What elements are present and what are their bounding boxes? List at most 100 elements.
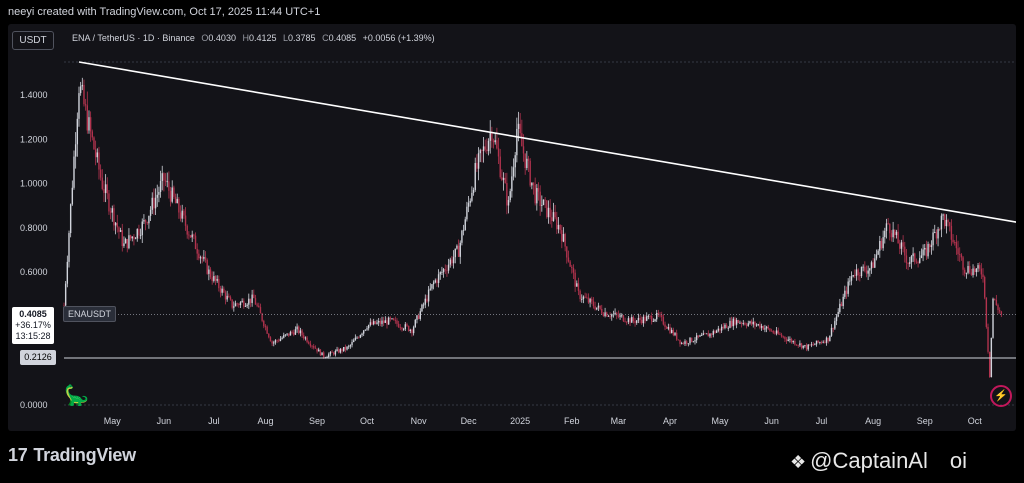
candle-body (133, 236, 135, 239)
y-tick-label: 0.6000 (20, 267, 48, 277)
candle-body (714, 331, 716, 333)
candle-body (606, 312, 608, 317)
candle-body (99, 169, 102, 178)
candle-body (158, 191, 160, 195)
high-label: H (242, 33, 249, 43)
candle-body (579, 290, 581, 300)
y-tick-label: 1.2000 (20, 134, 48, 144)
candle-body (910, 256, 913, 263)
open-value: 0.4030 (208, 33, 236, 43)
candle-body (176, 198, 178, 204)
candle-body (536, 188, 538, 204)
candle-body (784, 336, 786, 340)
binance-diamond-icon: ❖ (790, 452, 807, 472)
candle-body (539, 191, 541, 206)
candle-body (351, 342, 353, 346)
candle-body (367, 324, 370, 329)
candle-body (259, 307, 262, 314)
candle-body (860, 266, 863, 277)
candle-body (164, 180, 167, 182)
candle-body (983, 277, 986, 298)
candle-body (481, 150, 483, 152)
candle-body (499, 156, 501, 178)
candle-body (574, 272, 576, 287)
candle-body (193, 234, 195, 236)
candle-body (391, 318, 393, 320)
candle-body (228, 295, 230, 298)
candle-body (224, 292, 227, 300)
candle-body (69, 204, 72, 234)
candle-body (321, 352, 323, 356)
candle-body (306, 337, 308, 343)
candle-body (148, 215, 150, 224)
candle-body (955, 242, 958, 249)
candle-body (957, 248, 959, 255)
candle-body (88, 117, 90, 131)
candle-body (914, 253, 916, 262)
candle-body (902, 242, 904, 247)
x-tick-label: Nov (411, 416, 428, 426)
candle-body (284, 334, 287, 336)
candle-body (204, 257, 207, 260)
author-watermark: ❖ @CaptainAl oi (790, 443, 967, 475)
candle-body (394, 320, 397, 321)
candle-body (869, 268, 871, 271)
candle-body (807, 344, 809, 350)
candle-body (68, 233, 70, 262)
candle-body (546, 200, 548, 218)
candle-body (800, 343, 803, 348)
candle-body (74, 144, 77, 157)
candle-body (239, 302, 242, 306)
candle-body (421, 304, 423, 312)
symbol-name[interactable]: ENA / TetherUS · 1D · Binance (72, 33, 195, 43)
candle-body (922, 249, 924, 256)
candle-body (519, 123, 521, 134)
candle-body (812, 344, 814, 346)
candle-body (248, 298, 250, 305)
candle-body (799, 343, 801, 346)
candle-body (511, 176, 513, 192)
candle-body (867, 270, 869, 274)
candle-body (844, 290, 846, 297)
candle-body (597, 305, 600, 308)
candle-body (424, 298, 426, 305)
bar-countdown: 13:15:28 (15, 331, 51, 341)
candle-body (504, 177, 506, 184)
candle-body (294, 329, 297, 335)
candle-body (407, 325, 410, 331)
candle-body (774, 332, 776, 334)
candle-body (969, 266, 971, 273)
chart-panel[interactable]: 1.4000 1.2000 1.0000 0.8000 0.6000 0.0000 May… (8, 24, 1016, 431)
candle-body (616, 312, 618, 315)
candle-body (298, 326, 300, 334)
candle-body (559, 224, 561, 231)
candlestick-chart[interactable]: 1.4000 1.2000 1.0000 0.8000 0.6000 0.0000 May… (8, 24, 1016, 431)
candle-body (697, 335, 700, 337)
candle-body (309, 343, 312, 346)
candle-body (507, 200, 510, 206)
candle-body (154, 197, 157, 209)
candle-body (562, 234, 565, 242)
candle-body (624, 321, 626, 323)
candle-body (601, 308, 603, 314)
dinosaur-icon[interactable]: 🦕 (64, 385, 89, 407)
currency-badge[interactable]: USDT (12, 31, 54, 50)
candle-body (288, 333, 290, 336)
tradingview-logo[interactable]: 17 TradingView (8, 445, 136, 466)
lightning-alert-icon[interactable]: ⚡ (990, 385, 1012, 407)
candle-body (121, 230, 123, 247)
candle-body (379, 320, 382, 324)
candle-body (194, 235, 197, 249)
candle-body (592, 301, 595, 307)
candle-body (103, 188, 105, 193)
candle-body (805, 345, 808, 350)
candle-body (516, 128, 518, 156)
candle-body (542, 199, 545, 205)
candle-body (396, 320, 398, 324)
candle-body (627, 318, 630, 322)
candle-body (978, 265, 981, 269)
candle-body (744, 323, 746, 325)
candle-body (667, 327, 670, 329)
candle-body (802, 345, 804, 348)
candle-body (286, 333, 288, 335)
